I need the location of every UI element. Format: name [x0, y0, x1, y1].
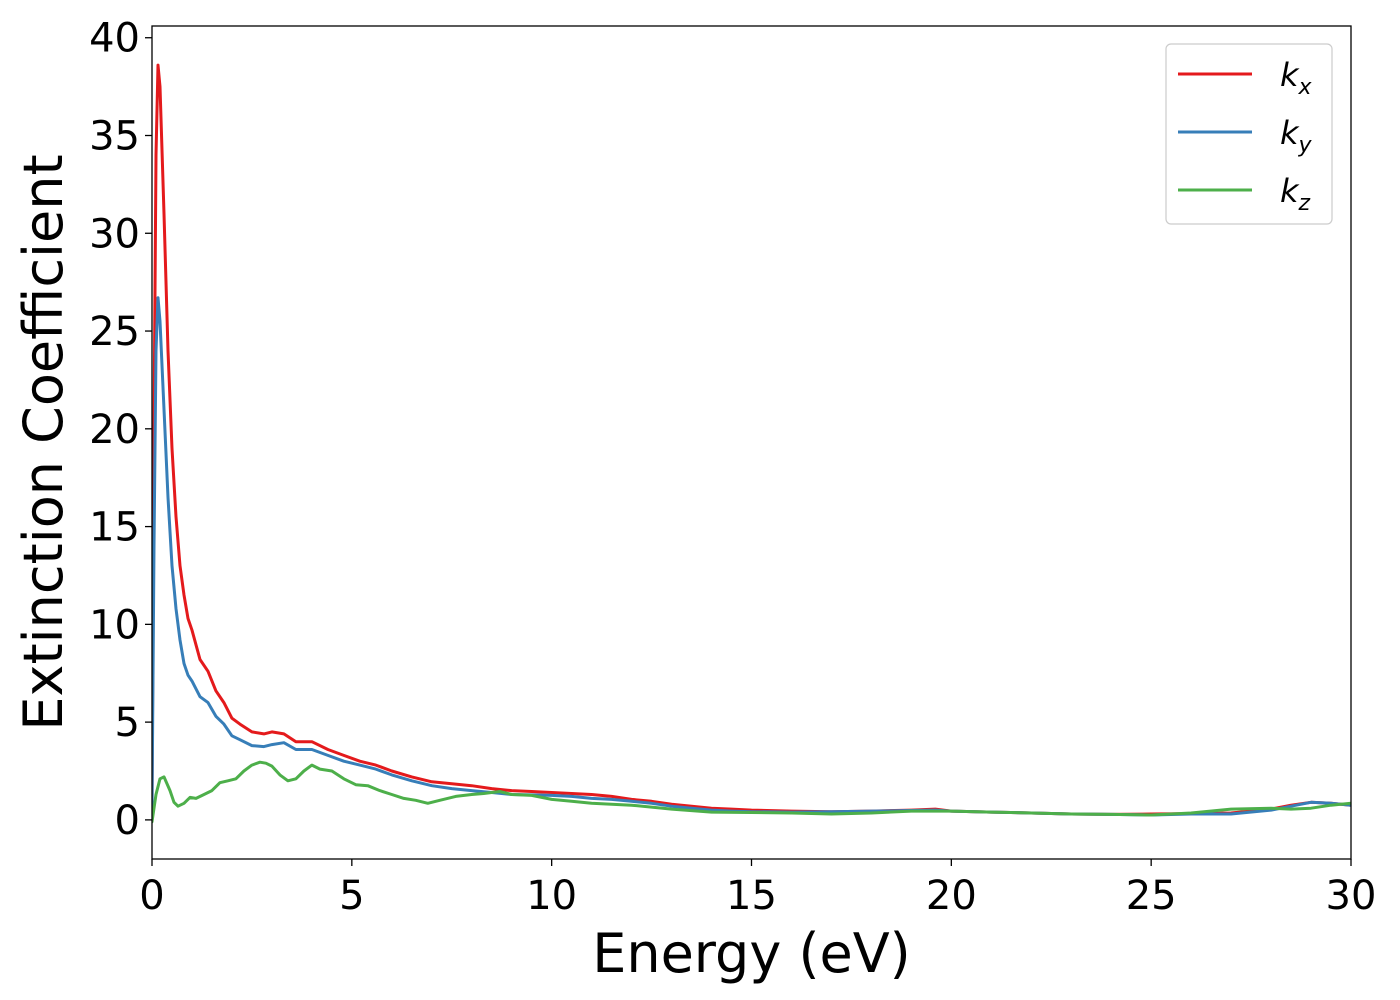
y-tick-label: 25	[89, 309, 140, 355]
ticks-layer: 0 5 10 15 20 25 30 0 5 10 15 20 25 30 35 40	[89, 16, 1376, 919]
plot-frame	[151, 25, 1352, 860]
y-axis-label: Extinction Coefficient	[12, 154, 75, 730]
series-layer	[152, 63, 1351, 824]
series-line-ky	[152, 296, 1351, 817]
y-tick-label: 35	[89, 114, 140, 160]
x-tick-label: 25	[1126, 873, 1177, 919]
x-tick-label: 20	[926, 873, 977, 919]
y-tick-label: 10	[89, 602, 140, 648]
x-tick-label: 5	[339, 873, 364, 919]
legend: kx ky kz	[1165, 43, 1333, 225]
legend-label-kx: kx	[1280, 56, 1313, 100]
legend-label-kz: kz	[1280, 172, 1311, 216]
y-tick-label: 40	[89, 16, 140, 62]
series-line-kz	[152, 760, 1351, 824]
x-tick-label: 0	[139, 873, 164, 919]
x-tick-label: 15	[726, 873, 777, 919]
x-tick-label: 10	[526, 873, 577, 919]
x-tick-label: 30	[1326, 873, 1377, 919]
y-tick-label: 20	[89, 407, 140, 453]
legend-label-ky: ky	[1280, 114, 1313, 158]
y-tick-label: 0	[115, 798, 140, 844]
legend-box	[1165, 43, 1333, 225]
y-tick-label: 30	[89, 211, 140, 257]
x-axis-label: Energy (eV)	[592, 922, 911, 985]
y-tick-label: 15	[89, 505, 140, 551]
y-tick-label: 5	[115, 700, 140, 746]
